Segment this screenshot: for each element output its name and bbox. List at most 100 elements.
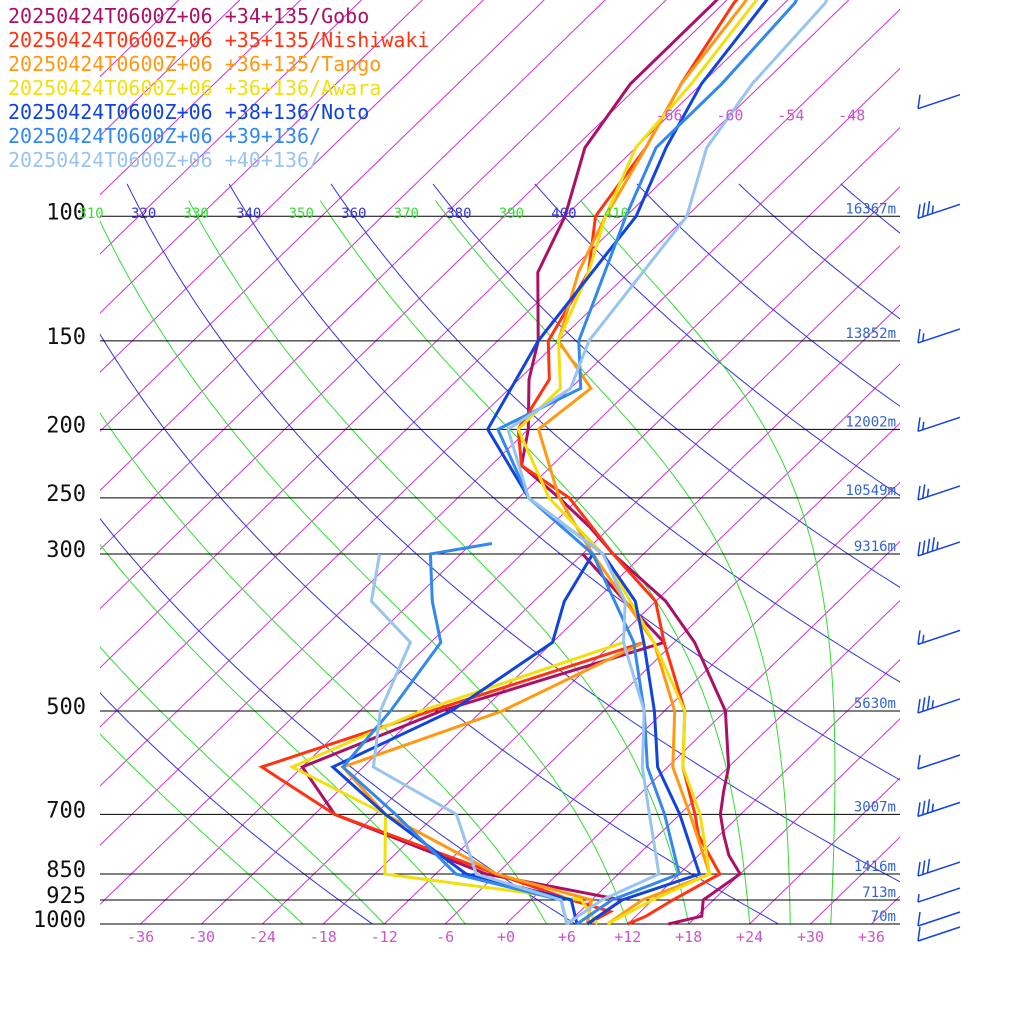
isotherm-line: [749, 777, 900, 924]
wind-barb: [917, 201, 961, 220]
theta-e-label: 330: [184, 206, 209, 222]
height-label: 713m: [862, 885, 896, 901]
isotherm-line: [100, 0, 789, 669]
temperature-tick-label: +6: [558, 928, 576, 946]
wind-barb-staff: [917, 629, 961, 646]
pressure-label: 850: [46, 858, 86, 883]
wind-barb-staff: [917, 698, 961, 714]
isotherm-line: [810, 836, 900, 924]
isotherm-line: [627, 659, 900, 924]
pressure-label: 925: [46, 884, 86, 909]
wind-barb-feather: [917, 911, 921, 927]
dewpoint-profile-line: [369, 553, 569, 925]
wind-barb-half-feather: [917, 893, 920, 903]
temperature-profile-line: [516, 0, 739, 926]
pressure-label: 300: [46, 538, 86, 563]
wind-barb: [917, 93, 961, 110]
temperature-tick-label: -24: [249, 928, 276, 946]
temperature-tick-label: +12: [614, 928, 641, 946]
isotherm-line: [100, 0, 606, 492]
wind-barb-feather: [917, 754, 921, 770]
wind-barb-half-feather: [931, 205, 934, 214]
legend: 20250424T0600Z+06 +34+135/Gobo20250424T0…: [8, 4, 429, 172]
wind-barb-feather: [917, 630, 921, 645]
wind-barb-feather: [926, 695, 931, 710]
pressure-label: 250: [46, 482, 86, 507]
dry-adiabat-line: [534, 183, 900, 497]
pressure-label: 700: [46, 798, 86, 823]
wind-barb-half-feather: [931, 803, 934, 812]
wind-barb: [917, 754, 961, 770]
temperature-tick-label: -18: [310, 928, 337, 946]
moist-adiabat-line: [100, 219, 629, 924]
isotherm-line: [262, 304, 900, 924]
theta-e-label: 370: [394, 206, 419, 222]
temperature-tick-label: -6: [436, 928, 454, 946]
temperature-tick-label: +30: [797, 928, 824, 946]
wind-barb-feather: [926, 201, 931, 216]
height-label: 13852m: [845, 326, 896, 342]
wind-barb-staff: [917, 887, 961, 903]
wind-barb-half-feather: [936, 541, 939, 550]
temperature-tick-label: +18: [675, 928, 702, 946]
temperature-tick-label: -36: [127, 928, 154, 946]
height-label: 3007m: [854, 799, 896, 815]
wind-barb-staff: [917, 93, 961, 110]
isotherm-line: [322, 363, 900, 924]
wind-barb-feather: [926, 799, 931, 814]
isotherm-line: [100, 0, 545, 432]
wind-barb-feather: [917, 926, 921, 942]
upper-isotherm-label: -66: [655, 106, 682, 124]
wind-barb-feather: [917, 485, 921, 501]
isobar-lines: [100, 215, 900, 925]
theta-label: 360: [341, 206, 366, 222]
wind-barb-half-feather: [921, 421, 925, 430]
isotherm-line: [100, 67, 900, 846]
sounding-series: [258, 0, 829, 926]
wind-barb-staff: [917, 801, 961, 818]
isotherm-line: [444, 481, 900, 924]
wind-barb-feather: [922, 202, 926, 217]
legend-entry: 20250424T0600Z+06 +36+136/Awara: [8, 76, 381, 100]
theta-label: 380: [446, 206, 471, 222]
wind-barb-feather: [917, 802, 921, 817]
legend-entry: 20250424T0600Z+06 +36+135/Tango: [8, 52, 381, 76]
wind-barb: [917, 887, 961, 903]
wind-barb-staff: [917, 754, 961, 770]
wind-barb: [917, 416, 961, 433]
isotherm-line: [100, 0, 728, 610]
legend-entry: 20250424T0600Z+06 +34+135/Gobo: [8, 4, 369, 28]
wind-barb: [917, 328, 961, 344]
pressure-label: 1000: [33, 908, 86, 933]
wind-barb-half-feather: [921, 634, 925, 643]
wind-barb-feather: [917, 328, 921, 344]
wind-barb: [917, 858, 961, 877]
wind-barb-feather: [917, 94, 921, 109]
wind-barb-feather: [922, 860, 926, 875]
height-label: 12002m: [845, 414, 896, 430]
isotherm-line: [566, 599, 900, 924]
wind-barb-half-feather: [931, 700, 934, 709]
wind-barb-feather: [917, 541, 921, 557]
theta-label: 400: [551, 206, 576, 222]
wind-barb: [917, 911, 961, 927]
moist-adiabats: [100, 200, 836, 924]
temperature-tick-label: -12: [371, 928, 398, 946]
temperature-profile-line: [506, 0, 829, 926]
wind-barb-feather: [926, 858, 931, 873]
isotherm-line: [100, 0, 484, 373]
wind-barb: [917, 629, 961, 646]
isotherm-line: [932, 0, 1024, 924]
theta-label: 340: [236, 206, 261, 222]
wind-barb-feather: [917, 417, 921, 432]
wind-barb-feather: [917, 698, 921, 714]
wind-barb-staff: [917, 485, 961, 501]
isotherm-line: [100, 8, 900, 787]
theta-e-label: 410: [604, 206, 629, 222]
height-label: 70m: [871, 909, 896, 925]
legend-entry: 20250424T0600Z+06 +35+135/Nishiwaki: [8, 28, 429, 52]
legend-entry: 20250424T0600Z+06 +40+136/: [8, 148, 321, 172]
height-label: 1416m: [854, 859, 896, 875]
upper-isotherm-label: -48: [838, 106, 865, 124]
